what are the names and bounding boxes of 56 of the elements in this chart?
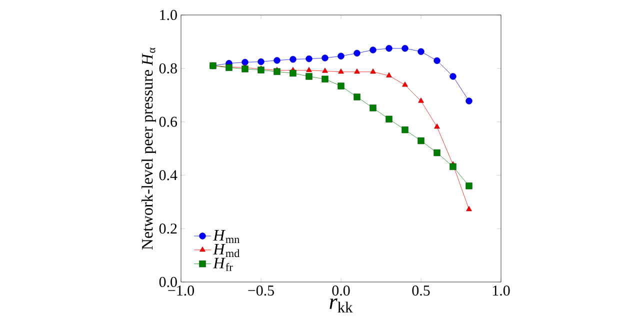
- x-tick-label: −1.0: [168, 286, 194, 296]
- point: [338, 82, 344, 90]
- point: [354, 68, 360, 74]
- point: [290, 70, 296, 77]
- point: [434, 57, 440, 64]
- point: [306, 55, 312, 62]
- point: [386, 116, 392, 122]
- point: [338, 52, 344, 60]
- point: [370, 46, 376, 54]
- x-tick-label: 1.0: [492, 286, 510, 296]
- point: [402, 82, 408, 87]
- x-tick-label: −0.5: [248, 286, 274, 296]
- point: [450, 73, 456, 80]
- x-tick-label: 0.5: [412, 286, 430, 296]
- y-axis-title: Network-level peer pressure H$_{α}$: [142, 48, 156, 250]
- point: [466, 206, 472, 212]
- point: [290, 56, 296, 63]
- point: [402, 45, 408, 52]
- point: [418, 137, 424, 144]
- point: [402, 126, 408, 134]
- point: [258, 66, 264, 74]
- point: [322, 76, 328, 82]
- y-tick-label: 0.2: [159, 224, 177, 234]
- legend-label: H$_{fr}$: [213, 258, 233, 271]
- y-tick-label: 0.6: [159, 116, 178, 127]
- x-tick-label: 0.0: [332, 286, 350, 296]
- x-axis-title: r$_{kk}$: [330, 298, 353, 312]
- point: [242, 58, 248, 66]
- y-tick-label: 0.8: [159, 63, 177, 74]
- point: [354, 94, 360, 100]
- point: [322, 54, 328, 62]
- point: [434, 149, 440, 156]
- point: [370, 104, 376, 112]
- point: [306, 66, 312, 72]
- point: [450, 163, 456, 170]
- legend-label: H$_{md}$: [213, 244, 240, 258]
- y-tick-label: 0.0: [159, 276, 177, 288]
- point: [274, 57, 280, 64]
- point: [354, 50, 360, 57]
- point: [386, 72, 392, 78]
- point: [338, 68, 344, 74]
- point: [386, 45, 392, 52]
- point: [418, 98, 424, 103]
- y-tick-label: 1.0: [160, 10, 177, 20]
- point: [418, 48, 424, 55]
- point: [274, 68, 280, 75]
- point: [242, 66, 248, 72]
- point: [466, 182, 472, 190]
- y-tick-label: 0.4: [159, 170, 178, 180]
- legend-label: H$_{mn}$: [213, 230, 240, 244]
- point: [434, 124, 440, 129]
- point: [258, 58, 264, 66]
- point: [322, 68, 328, 73]
- point: [370, 68, 376, 74]
- point: [306, 73, 312, 80]
- point: [466, 98, 472, 104]
